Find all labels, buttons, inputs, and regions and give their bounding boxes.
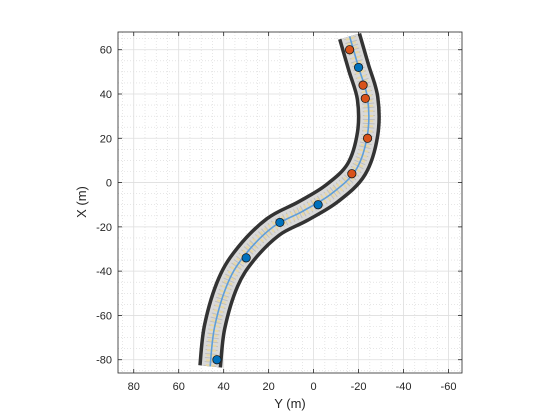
road-texture — [204, 34, 375, 368]
data-point — [360, 93, 370, 104]
axes-frame — [117, 31, 463, 374]
y-tick-label: 0 — [106, 178, 112, 190]
grid — [118, 32, 462, 373]
y-tick-label: -20 — [96, 222, 112, 234]
x-tick-label: 40 — [218, 381, 230, 393]
tick-labels: 80 60 40 20 0 -20 -40 -60 60 40 20 0 -20 -40 -60 -80 — [96, 45, 456, 393]
data-point — [353, 62, 364, 73]
y-tick-label: 60 — [100, 45, 112, 57]
x-tick-label: 0 — [311, 381, 317, 393]
x-tick-label: 20 — [263, 381, 275, 393]
x-tick-label: -40 — [396, 381, 412, 393]
markers — [212, 45, 373, 365]
road — [198, 33, 381, 368]
x-axis-label: Y (m) — [274, 396, 306, 411]
data-point — [347, 169, 357, 179]
data-point — [241, 253, 251, 263]
y-axis-label: X (m) — [74, 186, 89, 218]
y-tick-label: 40 — [100, 89, 112, 101]
road-edge — [198, 33, 381, 368]
road-surface — [201, 34, 378, 368]
x-tick-label: -20 — [351, 381, 367, 393]
y-tick-label: -40 — [96, 266, 112, 278]
data-point — [313, 200, 323, 210]
data-point — [358, 80, 368, 90]
axes-box — [117, 31, 463, 374]
center-path — [209, 36, 370, 367]
x-tick-label: -60 — [441, 381, 457, 393]
x-tick-label: 60 — [173, 381, 185, 393]
data-point — [275, 217, 285, 228]
y-tick-label: -80 — [96, 355, 112, 367]
data-point — [362, 133, 373, 143]
y-tick-label: 20 — [100, 133, 112, 145]
data-point — [344, 45, 355, 55]
x-tick-label: 80 — [128, 381, 140, 393]
lane-markings — [205, 35, 374, 367]
y-tick-label: -60 — [96, 310, 112, 322]
data-point — [212, 355, 222, 365]
